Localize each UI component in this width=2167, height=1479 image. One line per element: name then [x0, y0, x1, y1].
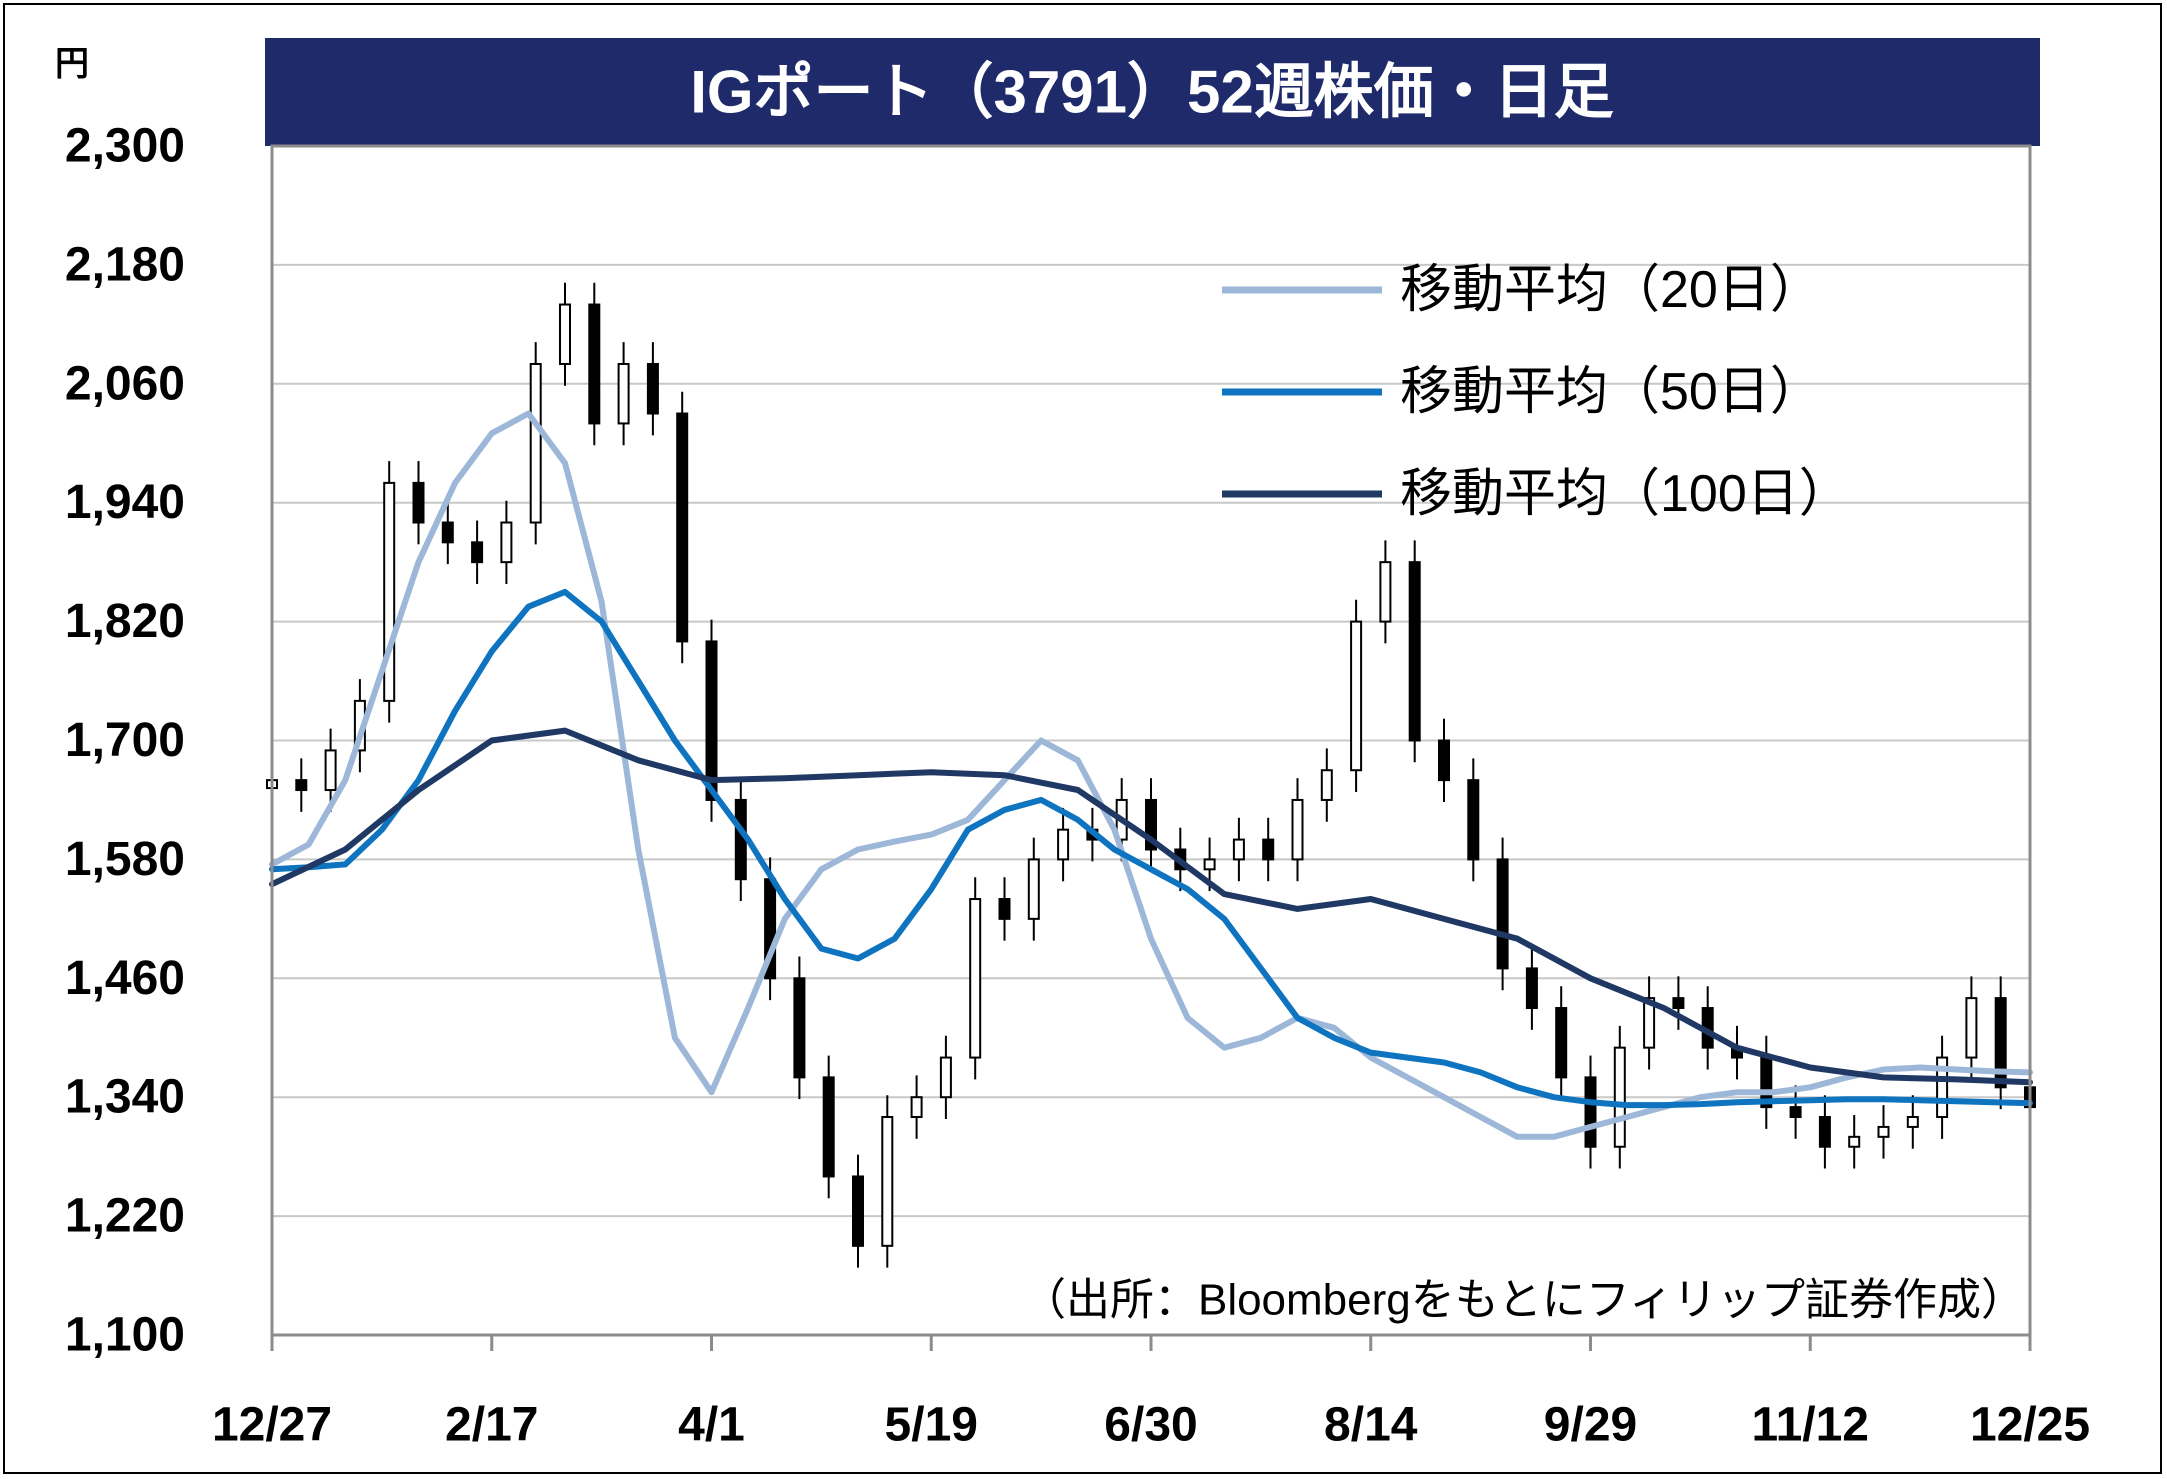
- x-tick-label: 12/27: [212, 1399, 332, 1452]
- candle-body: [734, 798, 747, 881]
- source-note: （出所：Bloombergをもとにフィリップ証券作成）: [1022, 1276, 2025, 1325]
- candle-body: [588, 303, 601, 425]
- candlesticks: [266, 282, 2036, 1268]
- candle-body: [1408, 561, 1421, 742]
- candle-body: [1057, 828, 1070, 861]
- y-tick-label: 2,180: [65, 238, 185, 291]
- legend-label-ma20: 移動平均（20日）: [1400, 261, 1822, 319]
- candle-body: [1584, 1076, 1597, 1148]
- y-tick-label: 1,220: [65, 1190, 185, 1243]
- legend-label-ma50: 移動平均（50日）: [1400, 363, 1822, 421]
- x-axis-ticks: 12/27 2/17 4/1 5/19 6/30 8/14 9/29 11/12 12/25: [212, 1335, 2090, 1452]
- x-tick-label: 9/29: [1544, 1399, 1637, 1452]
- legend: 移動平均（20日） 移動平均（50日） 移動平均（100日）: [1222, 261, 1851, 523]
- moving-average-lines: [269, 410, 2033, 1140]
- candle-body: [1643, 997, 1656, 1049]
- chart-title: IGポート（3791）52週株価・日足: [690, 59, 1614, 126]
- candle-body: [529, 362, 542, 524]
- ma20-line: [269, 410, 2033, 1140]
- y-tick-label: 2,300: [65, 120, 185, 173]
- y-tick-label: 1,580: [65, 833, 185, 886]
- y-tick-label: 1,700: [65, 714, 185, 767]
- candle-body: [617, 362, 630, 425]
- candle-body: [1877, 1125, 1890, 1138]
- candle-body: [910, 1096, 923, 1119]
- x-tick-label: 8/14: [1324, 1399, 1418, 1452]
- candle-body: [324, 749, 337, 792]
- candle-body: [295, 779, 308, 792]
- legend-label-ma100: 移動平均（100日）: [1400, 465, 1851, 523]
- candle-body: [1906, 1116, 1919, 1128]
- chart-frame: [3, 3, 2162, 1474]
- candle-body: [998, 898, 1011, 920]
- candle-body: [441, 521, 454, 544]
- candle-body: [705, 640, 718, 801]
- ma100-line: [269, 727, 2033, 1086]
- x-tick-label: 12/25: [1970, 1399, 2090, 1452]
- candle-body: [1467, 779, 1480, 861]
- candle-body: [1936, 1056, 1949, 1119]
- y-tick-label: 1,100: [65, 1309, 185, 1362]
- y-tick-label: 1,460: [65, 952, 185, 1005]
- candle-body: [822, 1076, 835, 1178]
- title-bar: [265, 38, 2040, 146]
- x-tick-label: 5/19: [885, 1399, 978, 1452]
- y-axis-ticks: 2,300 2,180 2,060 1,940 1,820 1,700 1,580 1,460…: [65, 120, 185, 1362]
- candle-body: [500, 521, 513, 564]
- candle-body: [559, 303, 571, 365]
- ma50-line: [269, 588, 2033, 1109]
- candle-body: [1232, 838, 1245, 861]
- candle-body: [471, 541, 484, 564]
- candle-body: [1496, 858, 1509, 970]
- candle-body: [1027, 858, 1040, 920]
- x-tick-label: 2/17: [445, 1399, 538, 1452]
- candle-body: [1672, 997, 1685, 1010]
- candle-body: [1818, 1116, 1831, 1148]
- candle-body: [881, 1116, 894, 1247]
- y-tick-label: 1,340: [65, 1071, 185, 1124]
- candle-body: [1848, 1135, 1861, 1148]
- candle-body: [1994, 997, 2007, 1089]
- candle-body: [412, 481, 425, 524]
- x-tick-label: 4/1: [678, 1399, 745, 1452]
- candle-body: [1350, 620, 1363, 772]
- candle-body: [1789, 1106, 1802, 1119]
- candle-body: [852, 1175, 864, 1247]
- candle-body: [793, 977, 806, 1079]
- y-tick-label: 1,820: [65, 595, 185, 648]
- y-tick-label: 2,060: [65, 357, 185, 410]
- y-tick-label: 1,940: [65, 476, 185, 529]
- candle-body: [939, 1056, 952, 1099]
- candle-body: [1965, 997, 1978, 1059]
- candle-body: [1525, 967, 1538, 1010]
- candle-body: [969, 898, 982, 1059]
- candle-body: [1291, 798, 1304, 861]
- candle-body: [383, 481, 396, 702]
- candle-body: [676, 412, 689, 643]
- candle-body: [1262, 838, 1275, 861]
- candle-body: [1438, 739, 1450, 782]
- candle-body: [1145, 798, 1157, 851]
- candle-body: [1613, 1046, 1626, 1148]
- x-tick-label: 11/12: [1752, 1399, 1869, 1452]
- candle-body: [1555, 1007, 1568, 1079]
- candle-body: [1203, 858, 1216, 871]
- candle-body: [646, 362, 659, 415]
- y-unit-label: 円: [55, 45, 89, 83]
- candle-body: [1379, 561, 1392, 623]
- x-tick-label: 6/30: [1104, 1399, 1197, 1452]
- candle-body: [1320, 769, 1333, 801]
